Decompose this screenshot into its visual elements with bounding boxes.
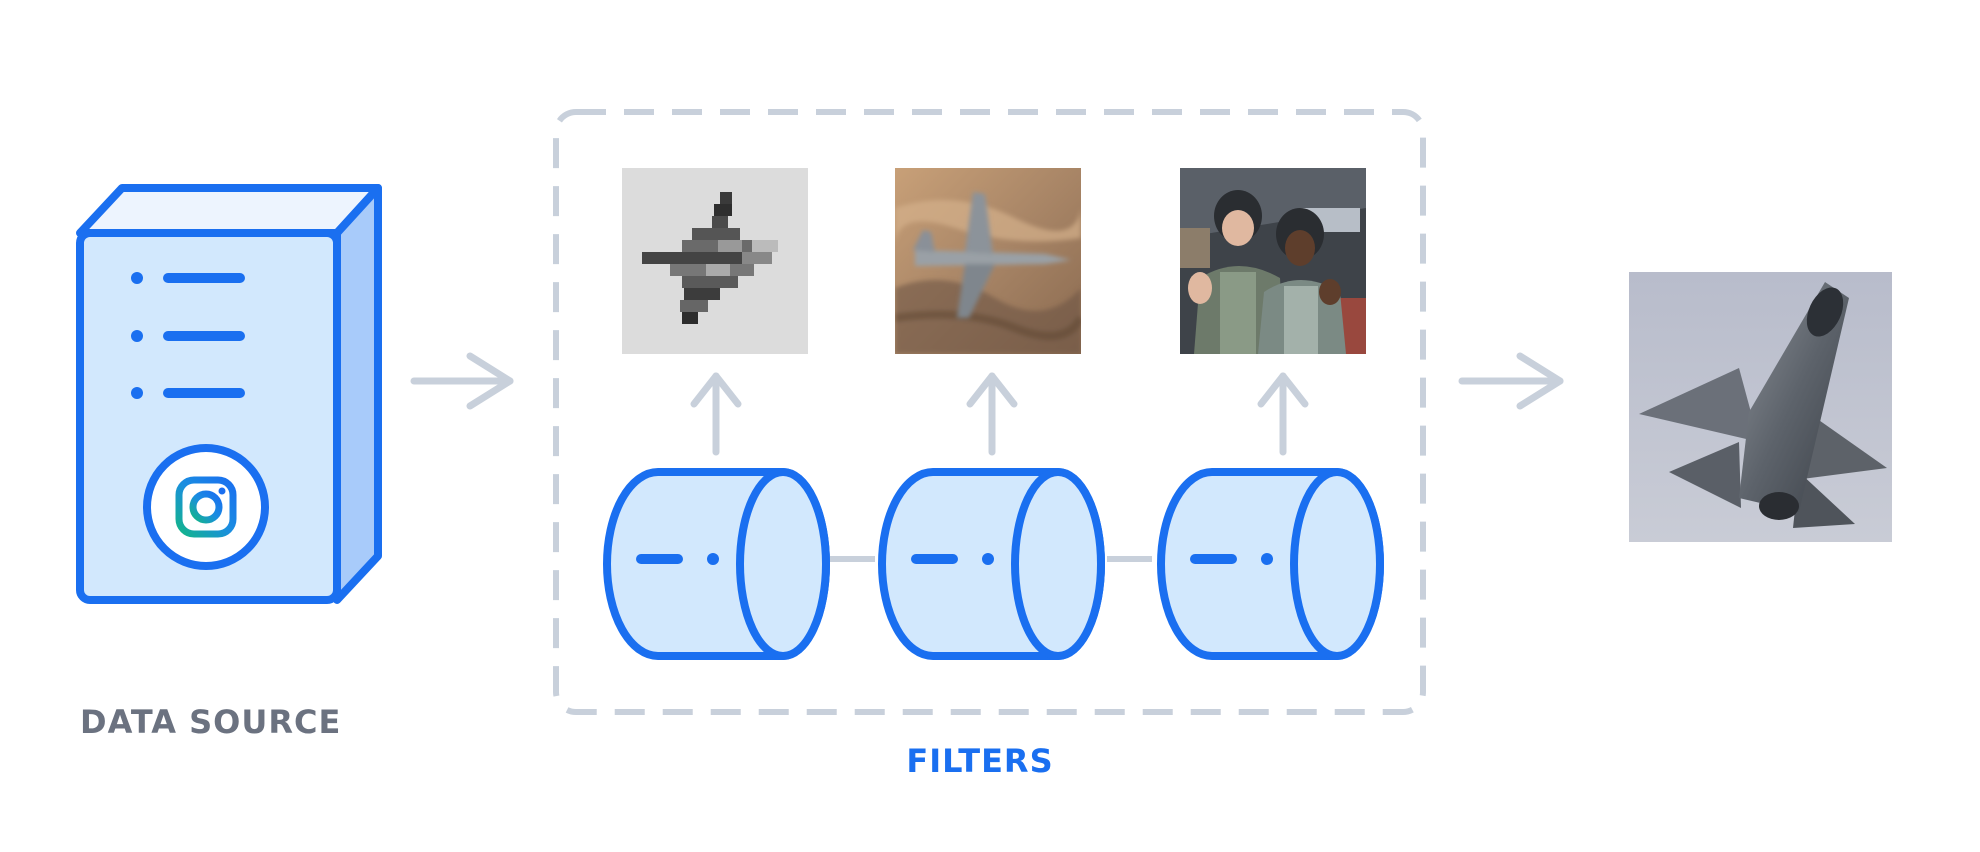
filter-cylinder-icon — [603, 468, 830, 660]
filters-label: FILTERS — [906, 742, 1054, 780]
arrow-right-icon — [1458, 352, 1564, 410]
server-list-lines — [131, 272, 245, 399]
low-resolution-jet-image — [622, 168, 808, 354]
arrow-right-icon — [410, 352, 514, 410]
instagram-icon — [175, 476, 237, 538]
arrow-up-icon — [1257, 372, 1309, 456]
pilots-image — [1180, 168, 1366, 354]
output-jet-image — [1629, 272, 1892, 542]
arrow-up-icon — [690, 372, 742, 456]
filters-box — [553, 109, 1426, 715]
data-source-label: DATA SOURCE — [80, 703, 342, 741]
blurry-jet-image — [895, 168, 1081, 354]
filter-cylinder-icon — [878, 468, 1105, 660]
filter-cylinder-icon — [1157, 468, 1384, 660]
server-icon — [76, 184, 382, 604]
arrow-up-icon — [966, 372, 1018, 456]
